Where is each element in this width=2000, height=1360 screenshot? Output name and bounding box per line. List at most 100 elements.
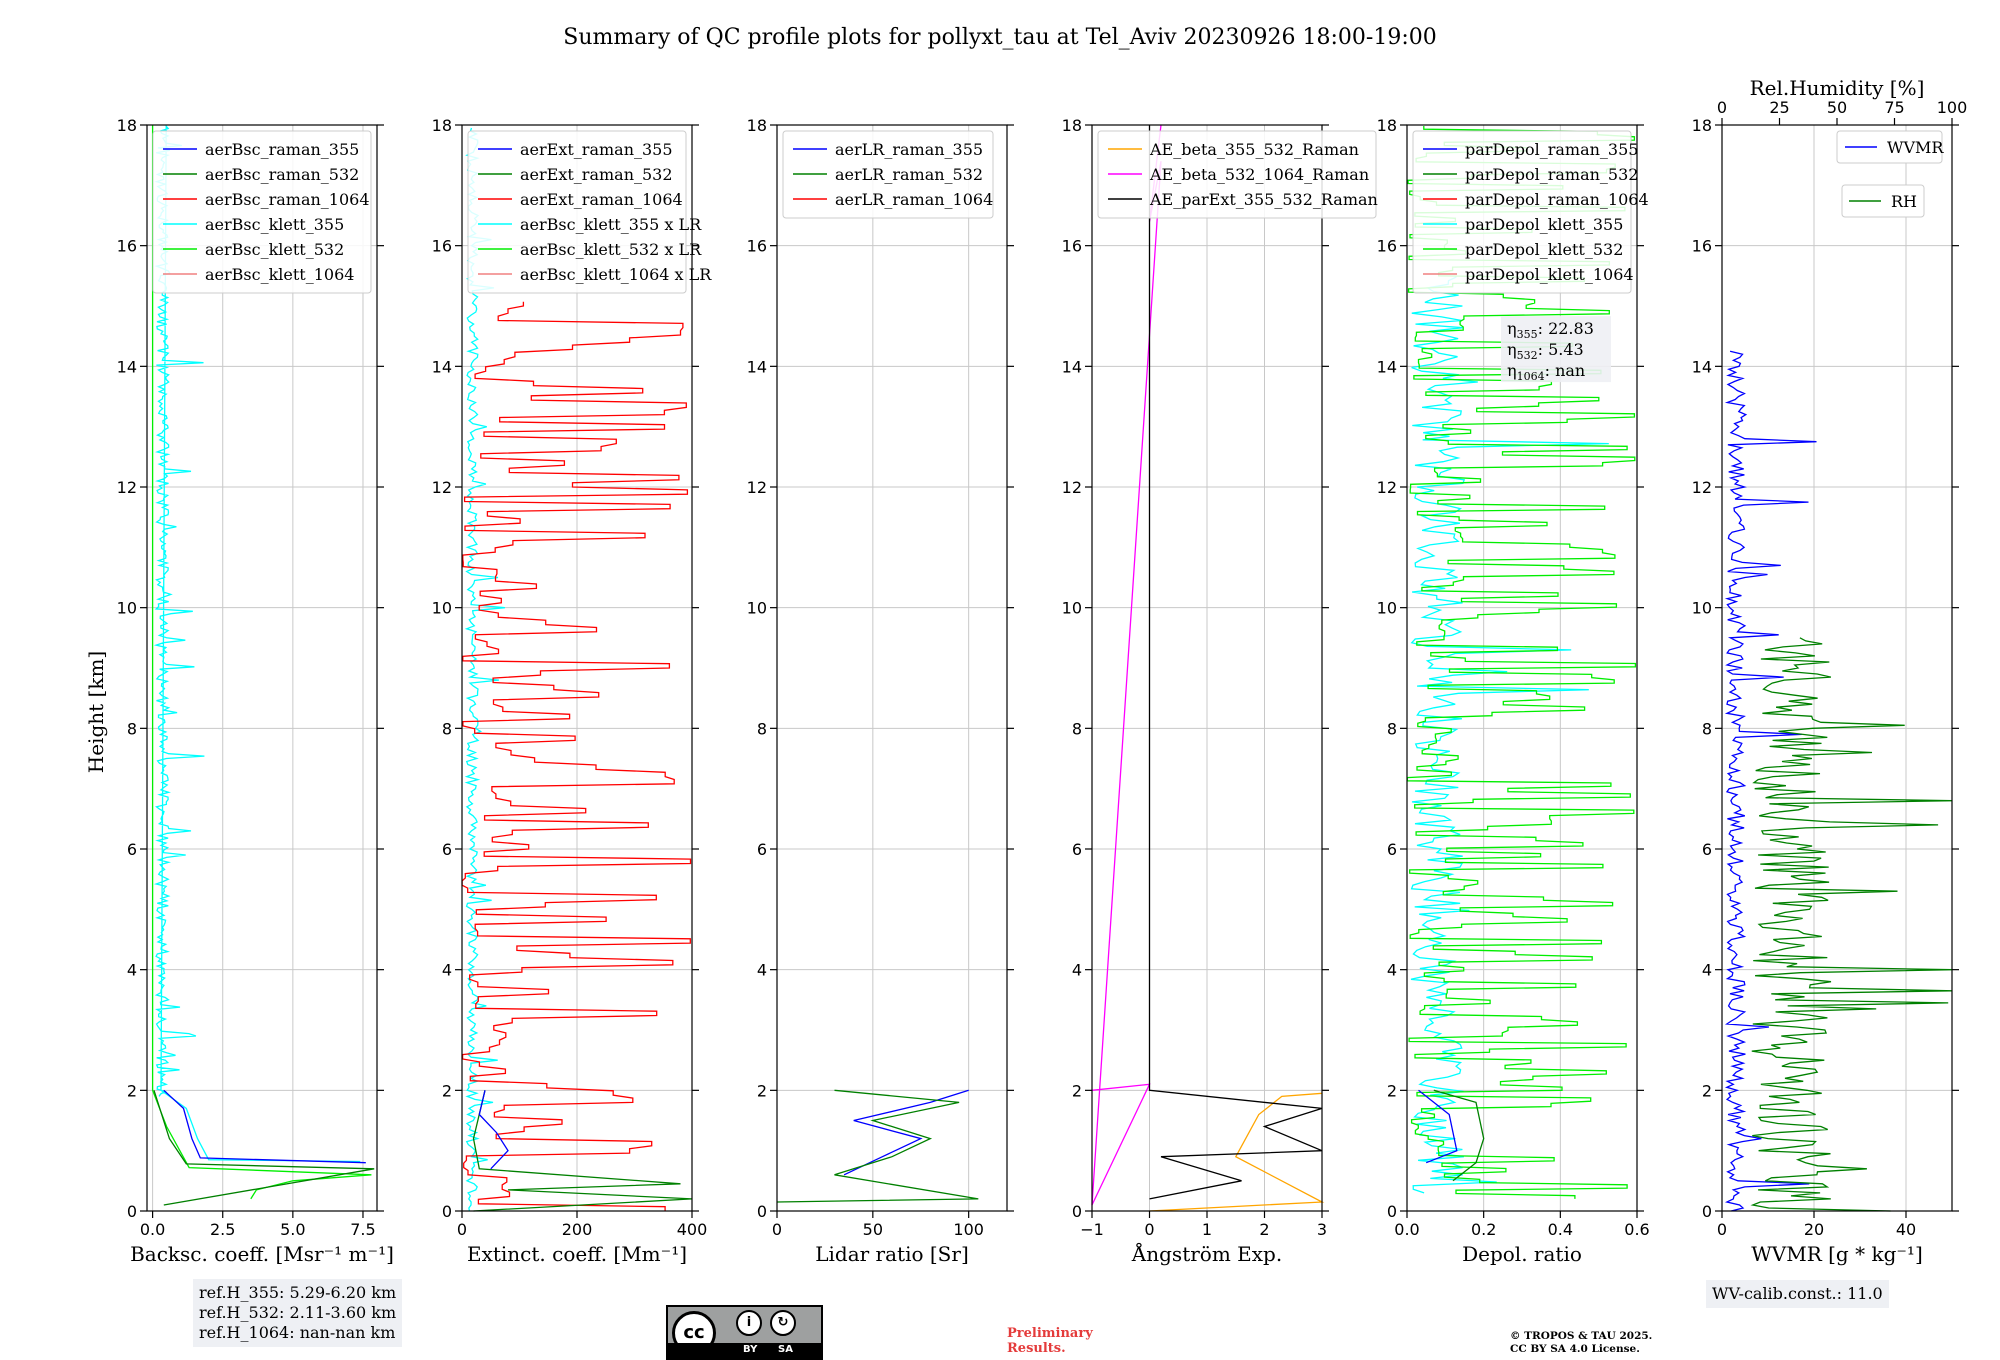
y-tick-label: 4 — [1072, 961, 1082, 980]
RH-line — [1750, 637, 1953, 1212]
y-tick-label: 18 — [432, 116, 452, 135]
legend-box — [1097, 130, 1377, 219]
y-tick-label: 14 — [117, 357, 137, 376]
eta-532: η532: 5.43 — [1507, 340, 1584, 362]
legend-box — [1841, 184, 1925, 218]
y-tick-label: 4 — [127, 961, 137, 980]
parDepol_klett_355-line — [1410, 276, 1609, 1194]
y-tick-label: 2 — [442, 1081, 452, 1100]
aerBsc_klett_355 x LR-line — [464, 127, 505, 1212]
x2-axis-label: Rel.Humidity [%] — [1750, 76, 1925, 100]
AE_beta_355_532_Raman-line — [1149, 1092, 1325, 1212]
aerExt_raman_355-line — [478, 1090, 509, 1170]
x-axis-label: Depol. ratio — [1462, 1242, 1582, 1266]
x-tick-label: 400 — [677, 1220, 708, 1239]
legend-label: parDepol_raman_532 — [1465, 165, 1638, 184]
x-axis-label: WVMR [g * kg⁻¹] — [1751, 1242, 1923, 1266]
legend-label: aerBsc_klett_532 x LR — [520, 240, 702, 259]
legend-label: parDepol_klett_1064 — [1465, 265, 1634, 284]
y-tick-label: 18 — [1062, 116, 1082, 135]
y-tick-label: 4 — [1702, 961, 1712, 980]
legend-label: aerBsc_raman_532 — [205, 165, 359, 184]
legend-label: aerLR_raman_1064 — [835, 190, 993, 209]
cc-sa-label: SA — [778, 1344, 793, 1355]
legend: aerExt_raman_355 aerExt_raman_532 aerExt_r… — [467, 130, 712, 294]
by-icon: i — [736, 1310, 762, 1336]
eta-355: η355: 22.83 — [1507, 319, 1594, 341]
legend: parDepol_raman_355 parDepol_raman_532 parD… — [1412, 130, 1649, 294]
y-tick-label: 16 — [117, 237, 137, 256]
legend-label: aerBsc_klett_1064 x LR — [520, 265, 712, 284]
aerLR_raman_355-line — [843, 1089, 969, 1176]
legend: AE_beta_355_532_Raman AE_beta_532_1064_Ra… — [1097, 130, 1378, 219]
axes-frame — [776, 124, 1008, 1212]
aerBsc_raman_355-line — [163, 1089, 366, 1164]
ref-height-532: ref.H_532: 2.11-3.60 km — [199, 1303, 397, 1322]
legend-box — [152, 130, 372, 294]
legend-label: parDepol_raman_355 — [1465, 140, 1638, 159]
ref-height-1064: ref.H_1064: nan-nan km — [199, 1323, 396, 1342]
legend-label: RH — [1891, 192, 1917, 211]
legend-label: parDepol_raman_1064 — [1465, 190, 1649, 209]
y-tick-label: 2 — [127, 1081, 137, 1100]
legend-label: AE_beta_355_532_Raman — [1149, 140, 1359, 159]
legend-label: aerExt_raman_355 — [520, 140, 673, 159]
y-tick-label: 0 — [442, 1202, 452, 1221]
AE_parExt_355_532_Raman-line — [1148, 125, 1323, 1200]
y-tick-label: 8 — [757, 719, 767, 738]
y-tick-label: 6 — [442, 840, 452, 859]
y-tick-label: 6 — [1387, 840, 1397, 859]
legend-label: aerBsc_raman_355 — [205, 140, 359, 159]
legend-label: AE_beta_532_1064_Raman — [1149, 165, 1369, 184]
y-tick-label: 6 — [1072, 840, 1082, 859]
legend-box — [1836, 130, 1943, 164]
legend-box — [1412, 130, 1632, 294]
y-tick-label: 16 — [1377, 237, 1397, 256]
y-tick-label: 0 — [757, 1202, 767, 1221]
x-tick-label: 2 — [1259, 1220, 1269, 1239]
x-tick-label: 0.4 — [1548, 1220, 1573, 1239]
legend: aerLR_raman_355 aerLR_raman_532 aerLR_rama… — [782, 130, 994, 219]
y-tick-label: 4 — [757, 961, 767, 980]
legend-label: aerExt_raman_1064 — [520, 190, 683, 209]
y-tick-label: 0 — [1387, 1202, 1397, 1221]
y-tick-label: 10 — [1692, 599, 1712, 618]
y-tick-label: 14 — [747, 357, 767, 376]
x-tick-label: 0.0 — [1394, 1220, 1419, 1239]
y-tick-label: 14 — [1062, 357, 1082, 376]
ext-panel: 0 200 400 0 2 4 6 8 10 12 14 16 18 Extinct. coeff. [M… — [432, 116, 713, 1266]
x-tick-label: 0.6 — [1624, 1220, 1649, 1239]
legend: aerBsc_raman_355 aerBsc_raman_532 aerBsc_r… — [152, 130, 372, 294]
parDepol_raman_355-line — [1418, 1089, 1458, 1164]
y-tick-label: 2 — [1387, 1081, 1397, 1100]
x-tick-label: 0 — [457, 1220, 467, 1239]
aerLR_raman_532-line — [776, 1089, 979, 1203]
y-tick-label: 14 — [1377, 357, 1397, 376]
y-tick-label: 16 — [1692, 237, 1712, 256]
x2-tick-label: 75 — [1884, 98, 1904, 117]
y-tick-label: 10 — [117, 599, 137, 618]
x-tick-label: 5.0 — [280, 1220, 305, 1239]
y-tick-label: 10 — [1062, 599, 1082, 618]
y-tick-label: 18 — [747, 116, 767, 135]
x2-tick-label: 25 — [1769, 98, 1789, 117]
AE_beta_532_1064_Raman-line — [1091, 124, 1162, 1206]
y-tick-label: 4 — [442, 961, 452, 980]
x-axis-label: Extinct. coeff. [Mm⁻¹] — [467, 1242, 687, 1266]
y-tick-label: 12 — [1692, 478, 1712, 497]
x-tick-label: 200 — [562, 1220, 593, 1239]
y-tick-label: 8 — [127, 719, 137, 738]
legend-label: parDepol_klett_532 — [1465, 240, 1623, 259]
x-tick-label: 40 — [1896, 1220, 1916, 1239]
x-tick-label: 7.5 — [350, 1220, 375, 1239]
preliminary-note: Preliminary Results. — [1007, 1326, 1093, 1356]
x-tick-label: 3 — [1317, 1220, 1327, 1239]
y-tick-label: 10 — [747, 599, 767, 618]
eta-box — [1501, 316, 1611, 383]
legend-label: aerBsc_raman_1064 — [205, 190, 370, 209]
y-tick-label: 4 — [1387, 961, 1397, 980]
aerExt_raman_1064-line — [461, 301, 692, 1211]
x-axis-label: Lidar ratio [Sr] — [815, 1242, 969, 1266]
ref-height-355: ref.H_355: 5.29-6.20 km — [199, 1283, 397, 1302]
legend-box — [782, 130, 994, 219]
